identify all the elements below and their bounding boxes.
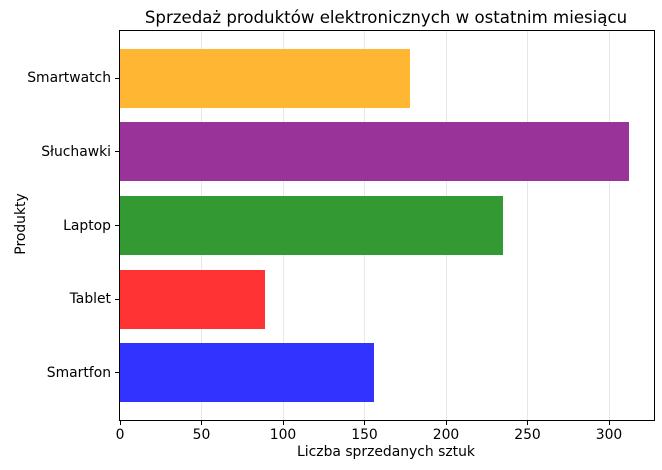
y-tick-mark bbox=[115, 225, 119, 226]
bar-słuchawki bbox=[120, 122, 629, 182]
y-tick-label-smartfon: Smartfon bbox=[46, 364, 111, 381]
x-axis-label: Liczba sprzedanych sztuk bbox=[297, 444, 475, 460]
y-tick-mark bbox=[115, 151, 119, 153]
x-tick-label-0: 0 bbox=[115, 427, 125, 443]
y-tick-label-laptop: Laptop bbox=[63, 217, 111, 234]
x-tick-label-200: 200 bbox=[432, 427, 460, 443]
x-tick-label-300: 300 bbox=[595, 427, 623, 443]
bar-smartfon bbox=[120, 343, 375, 403]
y-tick-label-słuchawki: Słuchawki bbox=[41, 143, 111, 160]
x-tick-mark bbox=[364, 421, 365, 425]
plot-area: Smartfon Tablet Laptop Słuchawki Smartwatch 0… bbox=[27, 30, 655, 443]
x-tick-label-250: 250 bbox=[514, 427, 541, 443]
gridline-x-250 bbox=[527, 31, 528, 420]
y-tick-mark bbox=[115, 372, 119, 374]
x-tick-mark bbox=[282, 421, 284, 425]
bar-smartwatch bbox=[120, 48, 411, 108]
y-tick-mark bbox=[115, 77, 119, 79]
bar-laptop bbox=[120, 196, 504, 255]
y-tick-label-tablet: Tablet bbox=[69, 291, 111, 308]
chart-title: Sprzedaż produktów elektronicznych w ost… bbox=[144, 8, 628, 27]
y-tick-label-smartwatch: Smartwatch bbox=[27, 70, 111, 87]
x-tick-mark bbox=[445, 421, 447, 425]
x-tick-label-150: 150 bbox=[351, 427, 378, 443]
x-tick-mark bbox=[201, 421, 202, 425]
x-tick-label-100: 100 bbox=[269, 427, 297, 443]
y-tick-mark bbox=[115, 298, 119, 300]
x-tick-mark bbox=[119, 421, 121, 425]
x-tick-mark bbox=[608, 421, 610, 425]
bar-tablet bbox=[120, 269, 266, 329]
x-tick-mark bbox=[527, 421, 528, 425]
y-axis-label: Produkty bbox=[13, 193, 29, 255]
gridline-x-300 bbox=[608, 31, 610, 420]
x-tick-label-50: 50 bbox=[192, 427, 211, 443]
